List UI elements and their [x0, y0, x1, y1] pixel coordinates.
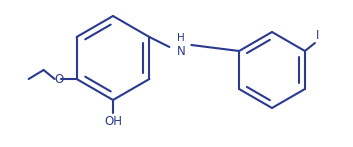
Text: OH: OH — [104, 115, 122, 128]
Text: H: H — [178, 33, 185, 43]
Text: N: N — [177, 45, 186, 58]
Text: O: O — [54, 72, 63, 86]
Text: I: I — [316, 29, 319, 42]
